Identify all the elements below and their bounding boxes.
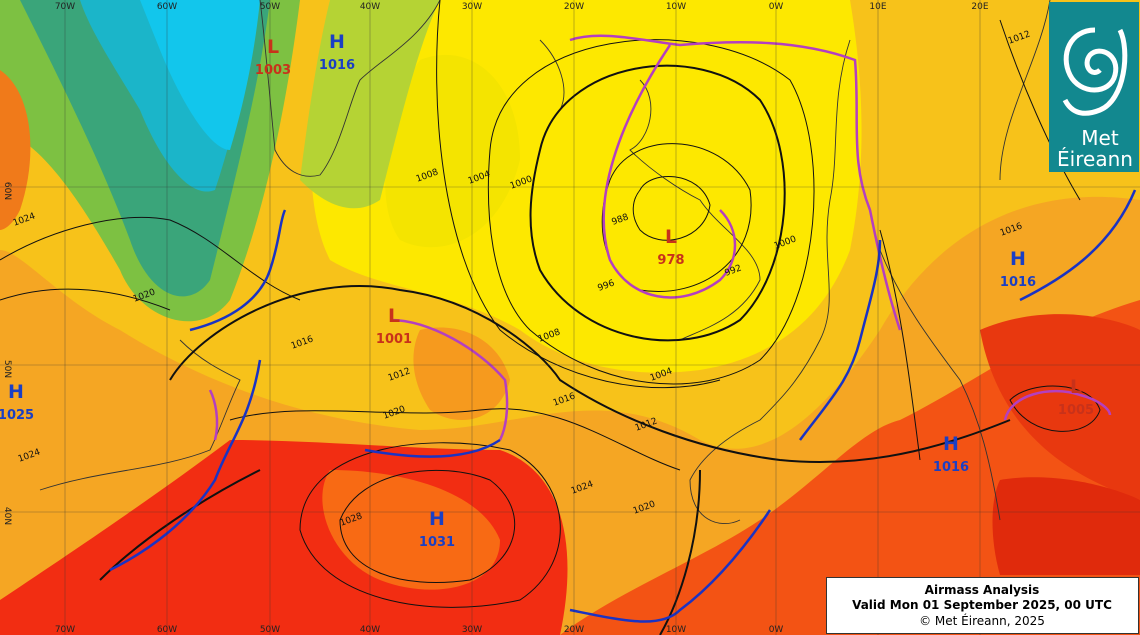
longitude-label: 40W [360,625,380,635]
center-kind: L [665,226,677,248]
logo-swirl [1062,27,1128,116]
center-kind: H [8,381,24,403]
logo-line2: Éireann [1057,147,1133,171]
center-value: 1016 [1000,275,1036,290]
center-value: 1005 [1058,403,1094,418]
center-kind: H [943,433,959,455]
longitude-label: 10W [666,625,686,635]
center-kind: L [267,36,279,58]
center-kind: H [429,508,445,530]
center-value: 1003 [255,63,291,78]
logo-line1: Met [1081,126,1119,150]
isobars [0,0,1101,635]
center-kind: H [329,31,345,53]
longitude-label: 60W [157,2,177,12]
longitude-label: 0W [769,2,784,12]
longitude-label: 0W [769,625,784,635]
longitude-label: 70W [55,2,75,12]
latitude-label: 60N [2,182,12,200]
longitude-label: 30W [462,625,482,635]
longitude-label: 20W [564,625,584,635]
center-value: 1025 [0,408,34,423]
longitude-label: 10W [666,2,686,12]
center-value: 1016 [319,58,355,73]
caption-valid: Valid Mon 01 September 2025, 00 UTC [852,598,1112,612]
center-value: 1031 [419,535,455,550]
fronts [109,34,1137,623]
longitude-label: 60W [157,625,177,635]
caption-copyright: © Met Éireann, 2025 [919,613,1045,628]
caption-title: Airmass Analysis [925,583,1040,597]
longitude-label: 40W [360,2,380,12]
longitude-label: 70W [55,625,75,635]
logo: Met Éireann [1049,2,1139,172]
longitude-label: 20W [564,2,584,12]
caption: Airmass Analysis Valid Mon 01 September … [826,577,1139,634]
longitude-label: 30W [462,2,482,12]
longitude-label: 50W [260,2,280,12]
latitude-label: 40N [2,507,12,525]
center-value: 1001 [376,332,412,347]
caption-box [826,577,1139,634]
center-kind: H [1010,248,1026,270]
center-value: 1016 [933,460,969,475]
longitude-label: 20E [971,2,988,12]
longitude-label: 50W [260,625,280,635]
latitude-label: 50N [2,360,12,378]
center-kind: L [1070,376,1082,398]
center-value: 978 [657,253,684,268]
center-kind: L [388,305,400,327]
longitude-label: 10E [869,2,886,12]
